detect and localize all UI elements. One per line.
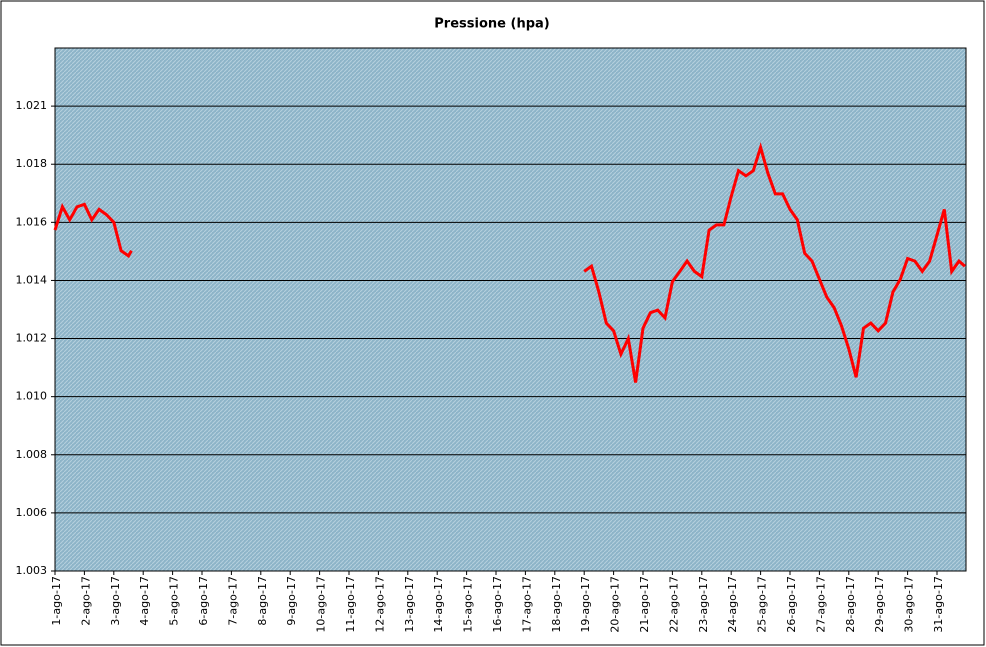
x-tick-label: 23-ago-17 [697, 576, 710, 633]
x-tick-label: 31-ago-17 [932, 576, 945, 633]
y-tick-label: 1.016 [16, 215, 48, 228]
y-tick-label: 1.008 [16, 448, 48, 461]
x-tick-label: 7-ago-17 [226, 576, 239, 626]
x-tick-label: 5-ago-17 [168, 576, 181, 626]
x-tick-label: 28-ago-17 [844, 576, 857, 633]
plot-area [54, 47, 967, 572]
x-tick-label: 6-ago-17 [197, 576, 210, 626]
x-tick-label: 11-ago-17 [344, 576, 357, 633]
x-tick-label: 16-ago-17 [491, 576, 504, 633]
x-tick-label: 13-ago-17 [403, 576, 416, 633]
chart-title: Pressione (hpa) [434, 17, 549, 32]
x-tick-label: 3-ago-17 [109, 576, 122, 626]
y-tick-label: 1.010 [16, 390, 48, 403]
x-tick-label: 21-ago-17 [638, 576, 651, 633]
x-tick-label: 2-ago-17 [79, 576, 92, 626]
x-tick-label: 24-ago-17 [726, 576, 739, 633]
y-tick-label: 1.006 [16, 506, 48, 519]
x-tick-label: 22-ago-17 [667, 576, 680, 633]
x-tick-label: 15-ago-17 [462, 576, 475, 633]
y-tick-label: 1.012 [16, 332, 48, 345]
x-tick-label: 17-ago-17 [520, 576, 533, 633]
x-tick-label: 12-ago-17 [373, 576, 386, 633]
x-tick-label: 19-ago-17 [579, 576, 592, 633]
x-tick-label: 4-ago-17 [138, 576, 151, 626]
y-tick-label: 1.014 [16, 273, 48, 286]
x-tick-label: 27-ago-17 [814, 576, 827, 633]
y-tick-label: 1.021 [16, 99, 48, 112]
y-tick-label: 1.018 [16, 157, 48, 170]
x-tick-label: 9-ago-17 [285, 576, 298, 626]
x-tick-label: 1-ago-17 [50, 576, 63, 626]
y-tick-label: 1.003 [16, 564, 48, 577]
x-tick-label: 18-ago-17 [550, 576, 563, 633]
x-tick-label: 30-ago-17 [903, 576, 916, 633]
x-tick-label: 26-ago-17 [785, 576, 798, 633]
x-tick-label: 29-ago-17 [873, 576, 886, 633]
x-tick-label: 25-ago-17 [756, 576, 769, 633]
x-tick-label: 10-ago-17 [315, 576, 328, 633]
data-line [53, 142, 966, 383]
x-tick-label: 20-ago-17 [609, 576, 622, 633]
x-tick-label: 14-ago-17 [432, 576, 445, 633]
x-tick-label: 8-ago-17 [256, 576, 269, 626]
